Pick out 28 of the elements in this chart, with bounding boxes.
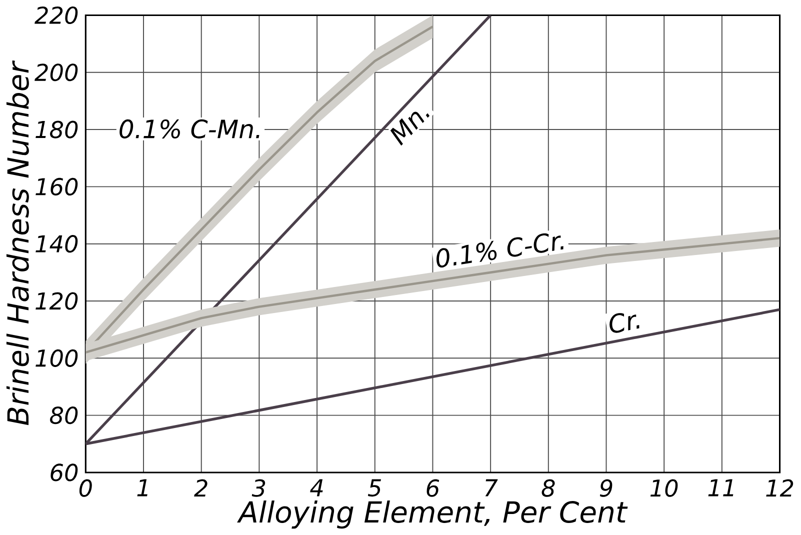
- x-tick-label: 2: [194, 479, 208, 497]
- y-axis-title: Brinell Hardness Number: [6, 60, 29, 426]
- x-tick-label: 11: [708, 479, 734, 496]
- series-label: 0.1% C-Mn.: [120, 119, 260, 138]
- x-tick-label: 7: [485, 479, 498, 496]
- x-axis-title: Alloying Element, Per Cent: [237, 500, 628, 529]
- x-tick-label: 4: [310, 479, 323, 496]
- x-tick-label: 5: [368, 479, 381, 497]
- x-tick-label: 0: [79, 479, 92, 497]
- x-tick-label: 8: [542, 479, 555, 497]
- y-tick-label: 140: [36, 235, 78, 253]
- y-tick-label: 220: [34, 6, 78, 24]
- text: 0.1% C-Cr.: [436, 233, 564, 268]
- y-tick-label: 100: [36, 349, 78, 367]
- x-tick-label: 3: [252, 479, 266, 497]
- text: Cr.: [610, 313, 640, 333]
- y-tick-label: 200: [34, 64, 78, 82]
- y-tick-label: 80: [50, 406, 78, 424]
- y-tick-label: 60: [50, 464, 78, 482]
- y-tick-label: 160: [36, 178, 78, 196]
- x-tick-label: 12: [766, 479, 794, 497]
- x-tick-label: 9: [600, 479, 612, 497]
- y-tick-label: 120: [36, 292, 78, 310]
- x-tick-label: 6: [426, 479, 440, 497]
- x-tick-label: 1: [137, 479, 148, 496]
- x-tick-label: 10: [650, 479, 678, 497]
- text: Mn.: [390, 112, 430, 146]
- y-tick-label: 180: [36, 120, 78, 138]
